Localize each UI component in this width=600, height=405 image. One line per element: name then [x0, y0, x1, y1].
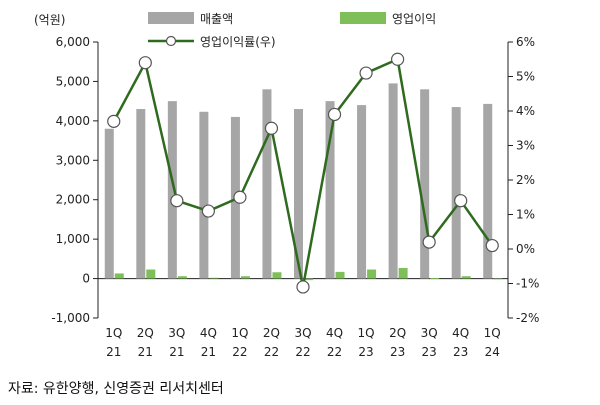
legend-label-revenue: 매출액: [200, 12, 233, 26]
x-tick-label-quarter: 2Q: [137, 326, 154, 340]
operating-profit-bar: [114, 273, 124, 279]
x-tick-label-year: 22: [264, 345, 279, 359]
revenue-bar: [136, 109, 146, 279]
margin-point: [359, 66, 373, 80]
x-tick-label-quarter: 1Q: [105, 326, 122, 340]
revenue-bar: [483, 103, 493, 279]
revenue-bar: [325, 101, 335, 279]
x-tick-label-year: 23: [453, 345, 468, 359]
legend-marker-margin: [165, 35, 177, 47]
operating-profit-bar: [209, 277, 219, 279]
right-tick-label: 3%: [516, 139, 535, 153]
x-tick-label-quarter: 4Q: [452, 326, 469, 340]
margin-point: [454, 194, 468, 208]
x-tick-label-year: 24: [485, 345, 500, 359]
margin-point: [170, 194, 184, 208]
margin-point: [391, 52, 405, 66]
revenue-bar: [388, 83, 398, 279]
legend-swatch-revenue: [148, 12, 194, 24]
right-tick-label: 6%: [516, 35, 535, 49]
left-tick-label: 3,000: [56, 153, 90, 167]
operating-profit-bar: [493, 278, 503, 280]
revenue-bar: [451, 107, 461, 279]
x-tick-label-quarter: 1Q: [484, 326, 501, 340]
operating-profit-bar: [367, 269, 377, 279]
operating-profit-bar: [304, 278, 313, 281]
x-tick-label-year: 21: [138, 345, 153, 359]
left-tick-label: 1,000: [56, 232, 90, 246]
x-tick-label-year: 23: [358, 345, 373, 359]
margin-point: [485, 238, 499, 253]
x-tick-label-quarter: 2Q: [389, 326, 406, 340]
x-tick-label-quarter: 1Q: [358, 326, 375, 340]
x-tick-label-quarter: 4Q: [326, 326, 343, 340]
right-tick-label: 1%: [516, 208, 535, 222]
margin-point: [422, 235, 436, 249]
right-tick-label: 0%: [516, 242, 535, 256]
x-tick-label-year: 21: [169, 345, 184, 359]
operating-profit-bar: [272, 272, 282, 279]
left-tick-label: 2,000: [56, 193, 90, 207]
right-tick-label: -2%: [516, 311, 539, 325]
operating-profit-bar: [146, 269, 156, 279]
revenue-bar: [294, 109, 303, 279]
margin-point: [264, 121, 279, 135]
chart: (억원) 매출액 영업이익 영업이익률(우) -1,000 0 1,000 2,000…: [34, 12, 539, 359]
source-note: 자료: 유한양행, 신영증권 리서치센터: [8, 381, 224, 397]
margin-point: [107, 114, 121, 128]
legend: 매출액 영업이익 영업이익률(우): [148, 12, 436, 49]
legend-label-margin: 영업이익률(우): [200, 35, 276, 49]
x-tick-label-quarter: 3Q: [294, 326, 311, 340]
revenue-bar: [357, 105, 367, 279]
x-tick-label-year: 21: [201, 345, 216, 359]
x-tick-label-year: 22: [232, 345, 247, 359]
legend-label-operating-profit: 영업이익: [392, 12, 436, 26]
margin-point: [327, 107, 342, 122]
revenue-bar: [104, 128, 114, 279]
left-tick-label: -1,000: [51, 311, 90, 325]
x-tick-label-year: 21: [106, 345, 121, 359]
margin-point: [138, 56, 152, 70]
x-tick-label-year: 23: [390, 345, 405, 359]
right-tick-label: -1%: [516, 277, 539, 291]
operating-profit-bar: [430, 278, 440, 279]
legend-swatch-operating-profit: [340, 12, 386, 24]
x-tick-label-quarter: 3Q: [421, 326, 438, 340]
left-axis-unit: (억원): [34, 13, 65, 27]
x-tick-label-year: 23: [422, 345, 437, 359]
operating-profit-bar: [177, 276, 187, 279]
right-tick-label: 5%: [516, 70, 535, 84]
revenue-bar: [199, 111, 209, 279]
x-tick-label-quarter: 4Q: [200, 326, 217, 340]
right-tick-label: 4%: [516, 104, 535, 118]
revenue-bar: [262, 89, 272, 279]
operating-profit-bar: [335, 271, 345, 279]
x-tick-label-quarter: 2Q: [263, 326, 280, 340]
margin-point: [201, 204, 215, 218]
left-tick-label: 6,000: [56, 35, 90, 49]
operating-profit-bar: [398, 267, 408, 279]
x-tick-label-year: 22: [295, 345, 310, 359]
x-tick-label-quarter: 1Q: [231, 326, 248, 340]
x-tick-label-quarter: 3Q: [168, 326, 185, 340]
margin-point: [296, 280, 310, 294]
left-tick-label: 4,000: [56, 114, 90, 128]
left-tick-label: 5,000: [56, 74, 90, 88]
margin-point: [233, 190, 247, 204]
x-tick-label-year: 22: [327, 345, 342, 359]
operating-profit-bar: [461, 276, 471, 279]
operating-profit-bar: [240, 276, 250, 279]
revenue-bar: [420, 89, 430, 279]
right-tick-label: 2%: [516, 173, 535, 187]
left-tick-label: 0: [82, 272, 90, 286]
revenue-bar: [167, 101, 177, 279]
